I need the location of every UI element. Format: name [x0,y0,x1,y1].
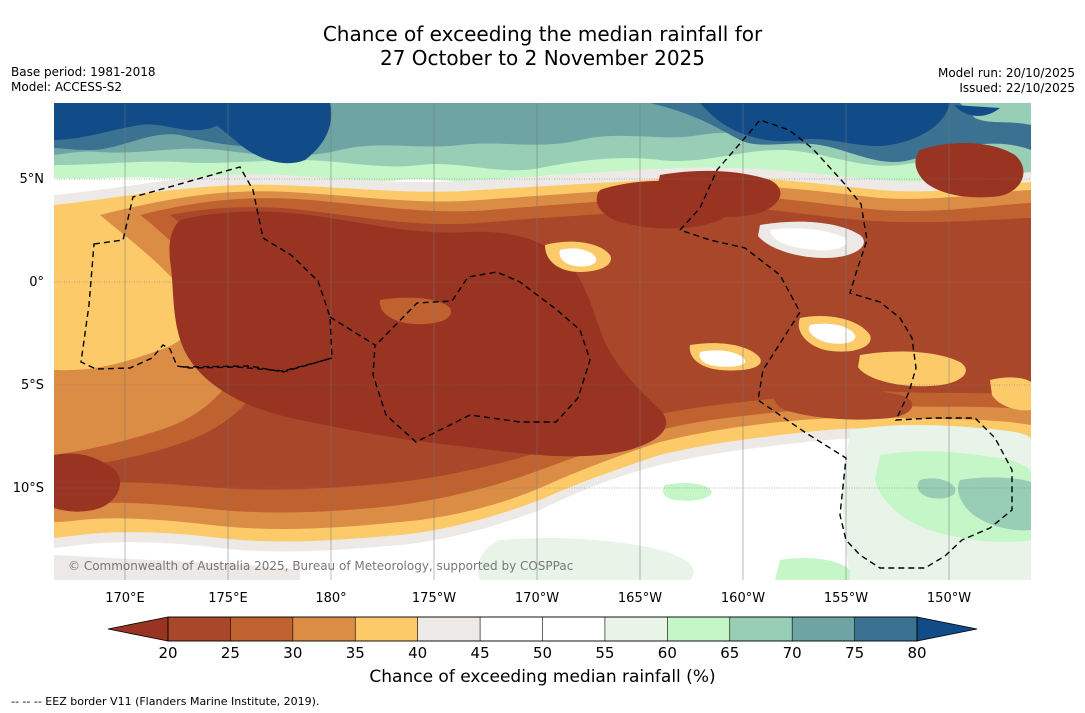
colorbar-frame [167,616,918,642]
colorbar-tick-label: 20 [158,644,177,662]
light-patches [379,221,1031,411]
title-line-2: 27 October to 2 November 2025 [379,46,706,70]
lon-label: 155°W [824,591,868,606]
meta-right: Model run: 20/10/2025 Issued: 22/10/2025 [938,66,1075,96]
colorbar-high-extend [916,616,978,642]
colorbar-low-extend [107,616,169,642]
issued-date: Issued: 22/10/2025 [959,81,1075,95]
colorbar-ticks: 20 25 30 35 40 45 50 55 60 65 70 75 80 [158,644,926,662]
colorbar-bin [729,616,793,642]
colorbar-bin [542,616,606,642]
rainfall-map-area: © Commonwealth of Australia 2025, Bureau… [54,103,1031,580]
lat-label: 0° [29,275,44,290]
lon-label: 175°W [412,591,456,606]
map-title: Chance of exceeding the median rainfall … [0,22,1085,70]
colorbar-bin [667,616,731,642]
lon-label: 180° [315,591,346,606]
model-name: Model: ACCESS-S2 [11,80,123,94]
lat-label: 5°N [20,172,45,187]
latitude-axis: 5°N 0° 5°S 10°S [13,172,44,496]
colorbar-tick-label: 45 [471,644,490,662]
eez-kiribati-line-islands [679,119,1013,569]
colorbar-bin [791,616,856,642]
lon-label: 165°W [618,591,662,606]
lon-label: 170°E [105,591,145,606]
colorbar-bin [292,616,357,642]
model-run: Model run: 20/10/2025 [937,66,1075,80]
colorbar-bin [167,616,232,642]
colorbar-tick-label: 40 [408,644,427,662]
colorbar-tick-label: 80 [907,644,926,662]
lon-label: 150°W [927,591,971,606]
colorbar-tick-label: 35 [346,644,365,662]
lat-label: 10°S [13,481,44,496]
base-period: Base period: 1981-2018 [11,65,156,79]
lon-label: 160°W [721,591,765,606]
colorbar-title: Chance of exceeding median rainfall (%) [369,667,716,687]
eez-tuvalu [80,166,333,372]
dry-anomaly-band [54,143,1031,552]
colorbar-tick-label: 70 [783,644,802,662]
colorbar-bin [854,616,918,642]
colorbar-bins [167,616,918,642]
colorbar-tick-label: 75 [845,644,864,662]
colorbar-bin [479,616,544,642]
lat-label: 5°S [21,378,44,393]
title-line-1: Chance of exceeding the median rainfall … [322,22,763,46]
colorbar-tick-label: 30 [283,644,302,662]
colorbar-tick-label: 55 [595,644,614,662]
colorbar-bin [604,616,669,642]
colorbar-bin [354,616,419,642]
map-lat-lines [54,178,1031,489]
eez-borders [80,119,1013,569]
colorbar-tick-label: 65 [720,644,739,662]
eez-tokelau [329,271,591,443]
meta-left: Base period: 1981-2018 Model: ACCESS-S2 [11,65,156,95]
colorbar-bin [230,616,294,642]
lon-label: 170°W [515,591,559,606]
lon-label: 175°E [208,591,248,606]
colorbar-tick-label: 25 [221,644,240,662]
copyright-notice: © Commonwealth of Australia 2025, Bureau… [68,559,573,573]
eez-legend: -- -- -- EEZ border V11 (Flanders Marine… [11,695,320,708]
colorbar-bin [417,616,481,642]
eez-border-south [182,357,333,373]
colorbar-tick-label: 60 [658,644,677,662]
longitude-axis: 170°E 175°E 180° 175°W 170°W 165°W 160°W… [105,591,971,606]
colorbar: 20 25 30 35 40 45 50 55 60 65 70 75 80 [107,616,978,662]
colorbar-tick-label: 50 [533,644,552,662]
